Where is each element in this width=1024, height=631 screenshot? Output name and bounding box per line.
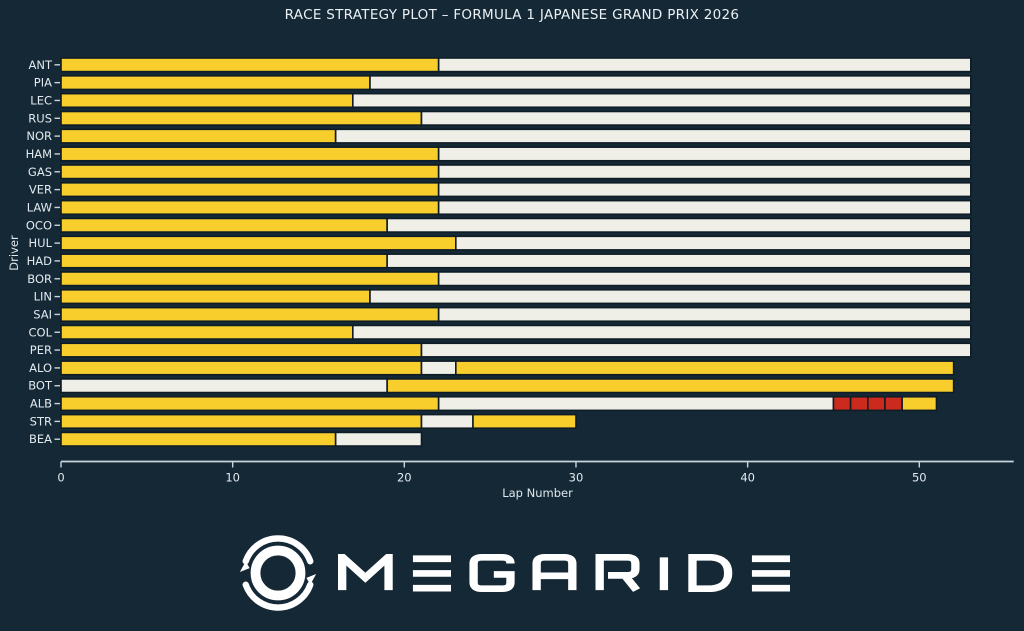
- stint-bar: [60, 146, 440, 162]
- stint-bar: [60, 306, 440, 323]
- stint-bar: [437, 57, 972, 73]
- stint-bar: [386, 253, 972, 269]
- stint-bar: [386, 378, 955, 394]
- stint-bar: [60, 164, 440, 180]
- driver-label: HAM: [26, 147, 52, 161]
- driver-label: SAI: [33, 307, 52, 321]
- stint-bar: [455, 235, 972, 251]
- stint-bar: [369, 75, 972, 91]
- stint-bar: [60, 431, 337, 447]
- driver-label: STR: [30, 414, 52, 428]
- stint-bar: [437, 271, 972, 287]
- stint-bar: [60, 324, 354, 340]
- stint-bar: [60, 128, 337, 144]
- stint-bar: [420, 360, 457, 376]
- x-tick-label: 40: [740, 471, 755, 485]
- stint-bar: [352, 324, 972, 340]
- x-tick-label: 0: [57, 471, 64, 485]
- x-axis-label: Lap Number: [502, 486, 573, 500]
- stint-bar: [867, 395, 886, 412]
- driver-label: BOT: [28, 379, 53, 393]
- stint-bar: [369, 288, 972, 305]
- stint-bar: [437, 306, 972, 323]
- chart-title: RACE STRATEGY PLOT – FORMULA 1 JAPANESE …: [284, 7, 740, 23]
- stint-bar: [437, 395, 835, 412]
- stint-bar: [884, 395, 903, 412]
- stint-bar: [60, 342, 423, 358]
- stint-bar: [60, 288, 371, 305]
- stint-bar: [901, 395, 938, 412]
- stint-bar: [420, 342, 972, 358]
- x-tick-label: 20: [397, 471, 412, 485]
- stint-bar: [60, 199, 440, 216]
- stint-bar: [420, 413, 474, 430]
- driver-label: LAW: [27, 200, 52, 214]
- driver-label: HAD: [27, 254, 53, 268]
- tire-swirl-icon: [239, 534, 317, 611]
- driver-label: ANT: [29, 58, 53, 72]
- stint-bar: [60, 395, 440, 412]
- stint-bar: [60, 271, 440, 287]
- driver-label: GAS: [28, 165, 52, 179]
- brand-wordmark: [338, 553, 790, 592]
- driver-label: LEC: [30, 93, 52, 107]
- driver-label: HUL: [29, 236, 53, 250]
- stint-bar: [60, 92, 354, 109]
- stint-bar: [334, 128, 972, 144]
- stint-bar: [849, 395, 869, 412]
- stint-bar: [334, 431, 423, 447]
- driver-label: VER: [29, 183, 52, 197]
- driver-label: BOR: [27, 272, 52, 286]
- stint-bar: [832, 395, 852, 412]
- brand-letter: [469, 553, 515, 592]
- x-tick-label: 10: [225, 471, 240, 485]
- stint-bar: [437, 146, 972, 162]
- stint-bar: [60, 360, 423, 376]
- driver-label: OCO: [26, 218, 52, 232]
- brand-letter: [532, 553, 577, 590]
- stint-bar: [60, 413, 423, 430]
- driver-label: ALO: [29, 361, 52, 375]
- stint-bar: [60, 182, 440, 198]
- stint-bar: [420, 110, 972, 126]
- driver-label: COL: [29, 325, 53, 339]
- stint-bar: [60, 217, 388, 233]
- stint-bar: [472, 413, 577, 430]
- x-tick-label: 30: [569, 471, 584, 485]
- driver-label: LIN: [34, 290, 52, 304]
- driver-label: BEA: [29, 432, 52, 446]
- driver-label: PIA: [34, 76, 52, 90]
- stint-bar: [60, 110, 423, 126]
- driver-label: RUS: [28, 111, 52, 125]
- stint-bar: [60, 57, 440, 73]
- brand-letter: [338, 553, 393, 590]
- strategy-plot-area: ANT PIA LEC RUS NOR HAM GAS VER LAW OCO HUL HAD BOR L…: [26, 57, 1014, 485]
- stint-bar: [455, 360, 955, 376]
- driver-label: ALB: [30, 397, 52, 411]
- stint-bar: [437, 199, 972, 216]
- stint-bar: [437, 182, 972, 198]
- stint-bar: [352, 92, 972, 109]
- brand-letter: [688, 553, 733, 592]
- stint-bar: [386, 217, 972, 233]
- stint-bar: [60, 253, 388, 269]
- brand-letter: [595, 553, 640, 590]
- driver-label: NOR: [26, 129, 52, 143]
- stint-bar: [60, 378, 388, 394]
- megaride-logo: [0, 525, 1024, 620]
- driver-label: PER: [30, 343, 52, 357]
- stint-bar: [60, 75, 371, 91]
- brand-letter: [621, 573, 641, 592]
- stint-bar: [60, 235, 457, 251]
- y-axis-label: Driver: [7, 235, 21, 271]
- stint-bar: [437, 164, 972, 180]
- x-tick-label: 50: [912, 471, 927, 485]
